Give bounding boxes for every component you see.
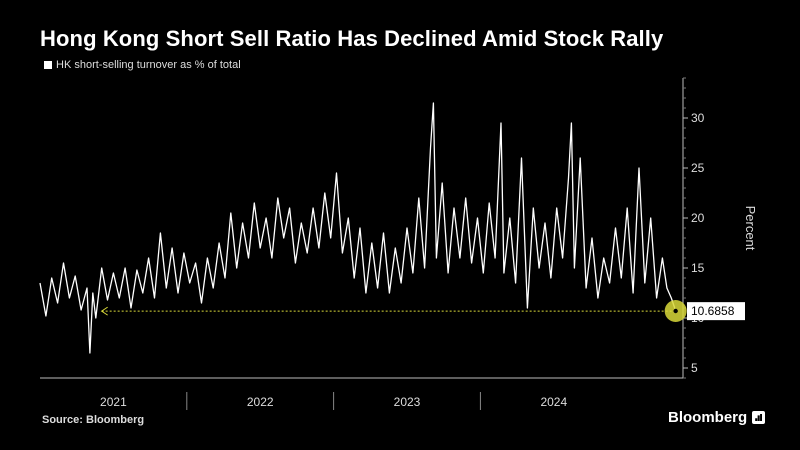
y-tick-label-20: 20 (691, 211, 705, 225)
value-label-box (687, 302, 745, 321)
brand-name: Bloomberg (668, 409, 748, 426)
y-tick-label-30: 30 (691, 111, 705, 125)
y-axis-label: Percent (743, 206, 758, 251)
brand-logo: Bloomberg (668, 409, 766, 426)
arrow-left-icon (100, 306, 108, 316)
source-note: Source: Bloomberg (42, 414, 145, 426)
chart-title: Hong Kong Short Sell Ratio Has Declined … (40, 26, 664, 51)
terminal-icon (752, 411, 766, 424)
value-label: 10.6858 (691, 304, 735, 318)
legend-swatch-icon (44, 61, 52, 69)
series-line (39, 102, 677, 354)
x-tick-label-2023: 2023 (394, 395, 421, 409)
chart-legend: HK short-selling turnover as % of total (44, 59, 241, 71)
legend-label: HK short-selling turnover as % of total (56, 59, 241, 71)
x-tick-label-2022: 2022 (247, 395, 274, 409)
x-tick-label-2021: 2021 (100, 395, 127, 409)
y-tick-label-5: 5 (691, 361, 698, 375)
x-tick-label-2024: 2024 (540, 395, 567, 409)
y-tick-label-25: 25 (691, 161, 705, 175)
y-tick-label-15: 15 (691, 261, 705, 275)
latest-value-dot (673, 308, 678, 314)
